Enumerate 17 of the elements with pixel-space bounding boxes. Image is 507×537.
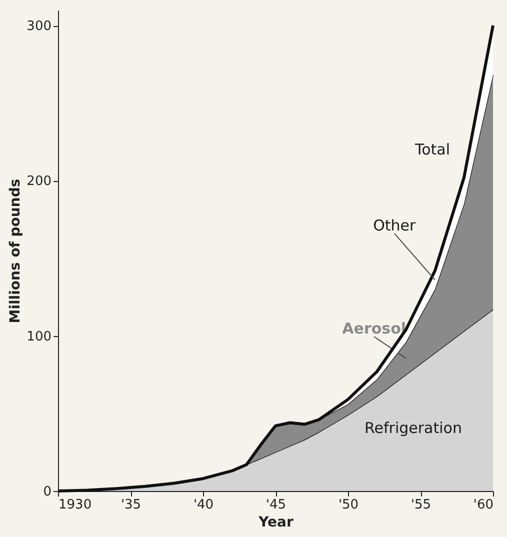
y-tick-label: 200 bbox=[26, 174, 52, 190]
x-tick-label: 1930 bbox=[58, 498, 92, 512]
annotation: Total bbox=[414, 140, 450, 159]
y-tick-label: 100 bbox=[26, 329, 52, 344]
x-axis-title: Year bbox=[258, 514, 294, 530]
series-label: Other bbox=[373, 216, 417, 234]
y-tick-label: 0 bbox=[43, 484, 52, 500]
y-axis-title: Millions of pounds bbox=[8, 178, 24, 324]
x-tick-label: '60 bbox=[473, 498, 494, 512]
x-tick-label: '55 bbox=[410, 498, 432, 512]
series-label: Aerosol bbox=[342, 320, 406, 338]
x-tick-label: '50 bbox=[338, 498, 359, 512]
x-tick-label: '35 bbox=[120, 498, 142, 512]
y-tick-label: 300 bbox=[26, 19, 52, 34]
x-tick-label: '40 bbox=[193, 498, 214, 512]
series-label: Refrigeration bbox=[364, 418, 462, 437]
x-tick-label: '45 bbox=[266, 498, 286, 512]
